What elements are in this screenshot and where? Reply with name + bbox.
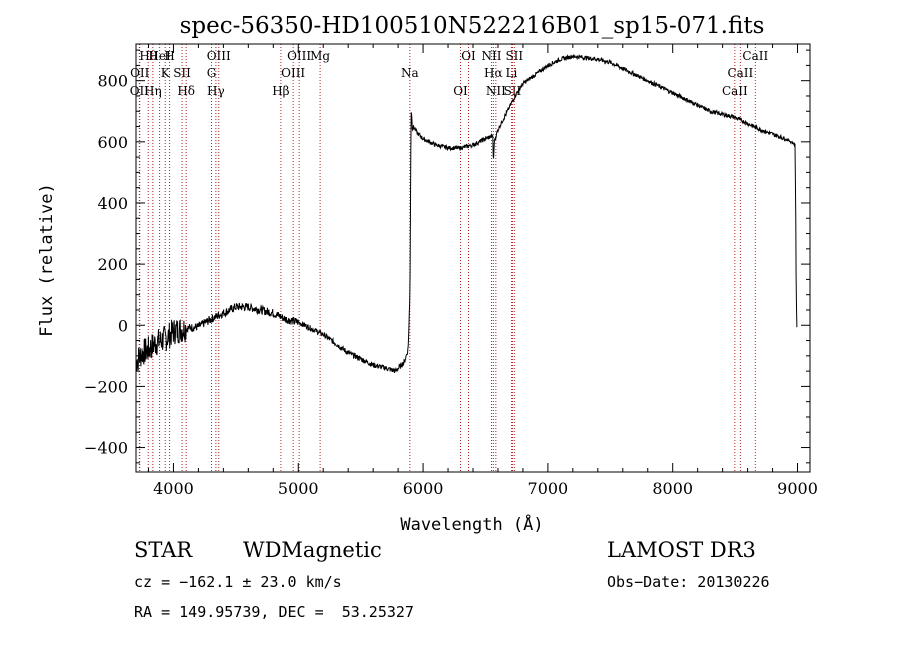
line-label: SII: [505, 49, 523, 63]
line-label: Mg: [310, 49, 330, 63]
object-subclass: WDMagnetic: [243, 538, 382, 562]
line-label: SII: [504, 84, 522, 98]
line-label: Hη: [144, 84, 162, 98]
redshift-cz: cz = −162.1 ± 23.0 km/s: [134, 573, 342, 591]
y-tick-label: 600: [97, 133, 128, 152]
y-tick-label: −200: [84, 377, 128, 396]
object-type: STAR: [134, 538, 193, 562]
line-markers: HθKHδOIIIOIIIOIIHeISIIHγOIIIOIIHηHGHβMgN…: [130, 44, 768, 472]
ra-dec: RA = 149.95739, DEC = 53.25327: [134, 603, 414, 621]
series-layer: [135, 53, 798, 373]
chart-title: spec-56350-HD100510N522216B01_sp15-071.f…: [180, 13, 765, 39]
line-label: Na: [401, 66, 419, 80]
line-label: H: [164, 49, 174, 63]
line-label: OIII: [287, 49, 311, 63]
x-tick-label: 4000: [153, 479, 194, 498]
x-tick-label: 7000: [528, 479, 569, 498]
y-axis-label: Flux (relative): [37, 183, 57, 337]
y-tick-label: 0: [118, 316, 128, 335]
y-tick-label: 400: [97, 194, 128, 213]
line-label: Hδ: [177, 84, 195, 98]
obs-date: Obs−Date: 20130226: [607, 573, 770, 591]
line-label: HeI: [148, 49, 171, 63]
line-label: Hα: [484, 66, 503, 80]
spectrum-line: [135, 53, 798, 373]
line-label: CaII: [722, 84, 748, 98]
line-label: OIII: [207, 49, 231, 63]
line-label: OIII: [281, 66, 305, 80]
x-tick-label: 8000: [652, 479, 693, 498]
y-tick-label: 200: [97, 255, 128, 274]
line-label: NII: [486, 84, 506, 98]
line-label: Li: [506, 66, 518, 80]
y-tick-label: −400: [84, 439, 128, 458]
line-label: NII: [481, 49, 501, 63]
plot-frame: [135, 43, 811, 473]
line-label: G: [207, 66, 217, 80]
line-label: OI: [461, 49, 476, 63]
survey-label: LAMOST DR3: [607, 538, 756, 562]
line-label: Hβ: [272, 84, 289, 98]
line-label: OI: [453, 84, 468, 98]
line-label: Hγ: [207, 84, 225, 98]
line-label: K: [161, 66, 171, 80]
axes: 4000 5000 6000 7000 8000 9000 800 600 400 200 0 −20…: [84, 43, 818, 498]
y-tick-label: 800: [97, 72, 128, 91]
x-tick-label: 9000: [777, 479, 818, 498]
line-label: CaII: [727, 66, 753, 80]
line-label: CaII: [742, 49, 768, 63]
line-label: SII: [173, 66, 191, 80]
x-tick-label: 6000: [403, 479, 444, 498]
x-tick-label: 5000: [278, 479, 319, 498]
x-axis-label: Wavelength (Å): [400, 513, 543, 535]
line-label: OII: [130, 84, 150, 98]
line-label: OII: [130, 66, 150, 80]
